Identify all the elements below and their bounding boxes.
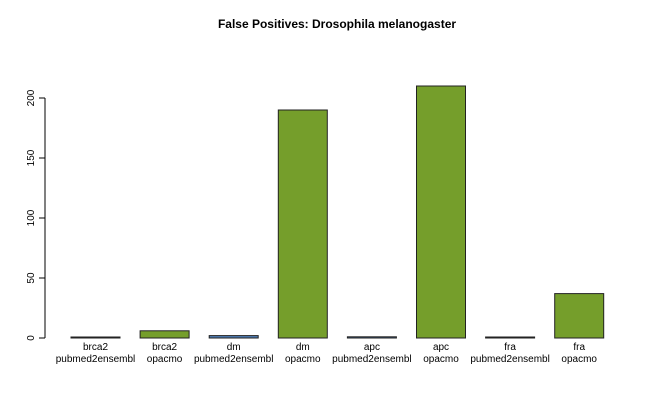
x-label-method: pubmed2ensembl	[332, 354, 412, 365]
bar-apc-pubmed2ensembl	[346, 336, 397, 339]
bar-dm-opacmo	[277, 109, 328, 339]
bar-fra-pubmed2ensembl	[485, 336, 536, 339]
x-label-gene: apc	[364, 342, 380, 353]
x-label-method: opacmo	[147, 354, 183, 365]
bar-brca2-opacmo	[139, 330, 190, 339]
x-label-method: pubmed2ensembl	[56, 354, 136, 365]
x-label-method: opacmo	[423, 354, 459, 365]
x-label-method: opacmo	[561, 354, 597, 365]
x-label-gene: dm	[227, 342, 241, 353]
x-label-gene: apc	[433, 342, 449, 353]
x-label-gene: brca2	[83, 342, 108, 353]
bar-brca2-pubmed2ensembl	[70, 336, 121, 339]
bar-fra-opacmo	[554, 293, 605, 339]
x-label-gene: brca2	[152, 342, 177, 353]
x-axis-labels: brca2pubmed2ensemblbrca2opacmodmpubmed2e…	[56, 342, 598, 365]
y-tick-label: 0	[26, 335, 37, 341]
y-tick-label: 50	[26, 272, 37, 284]
x-label-gene: dm	[296, 342, 310, 353]
bar-dm-pubmed2ensembl	[208, 335, 259, 339]
y-tick-label: 200	[26, 89, 37, 106]
chart-title: False Positives: Drosophila melanogaster	[218, 17, 456, 31]
x-label-method: pubmed2ensembl	[194, 354, 274, 365]
x-label-method: pubmed2ensembl	[470, 354, 550, 365]
y-tick-label: 150	[26, 149, 37, 166]
x-label-method: opacmo	[285, 354, 321, 365]
bars	[70, 85, 605, 339]
x-label-gene: fra	[504, 342, 516, 353]
bar-apc-opacmo	[416, 85, 466, 339]
y-axis: 0 50 100 150 200	[26, 89, 46, 341]
y-tick-label: 100	[26, 209, 37, 226]
x-label-gene: fra	[573, 342, 585, 353]
